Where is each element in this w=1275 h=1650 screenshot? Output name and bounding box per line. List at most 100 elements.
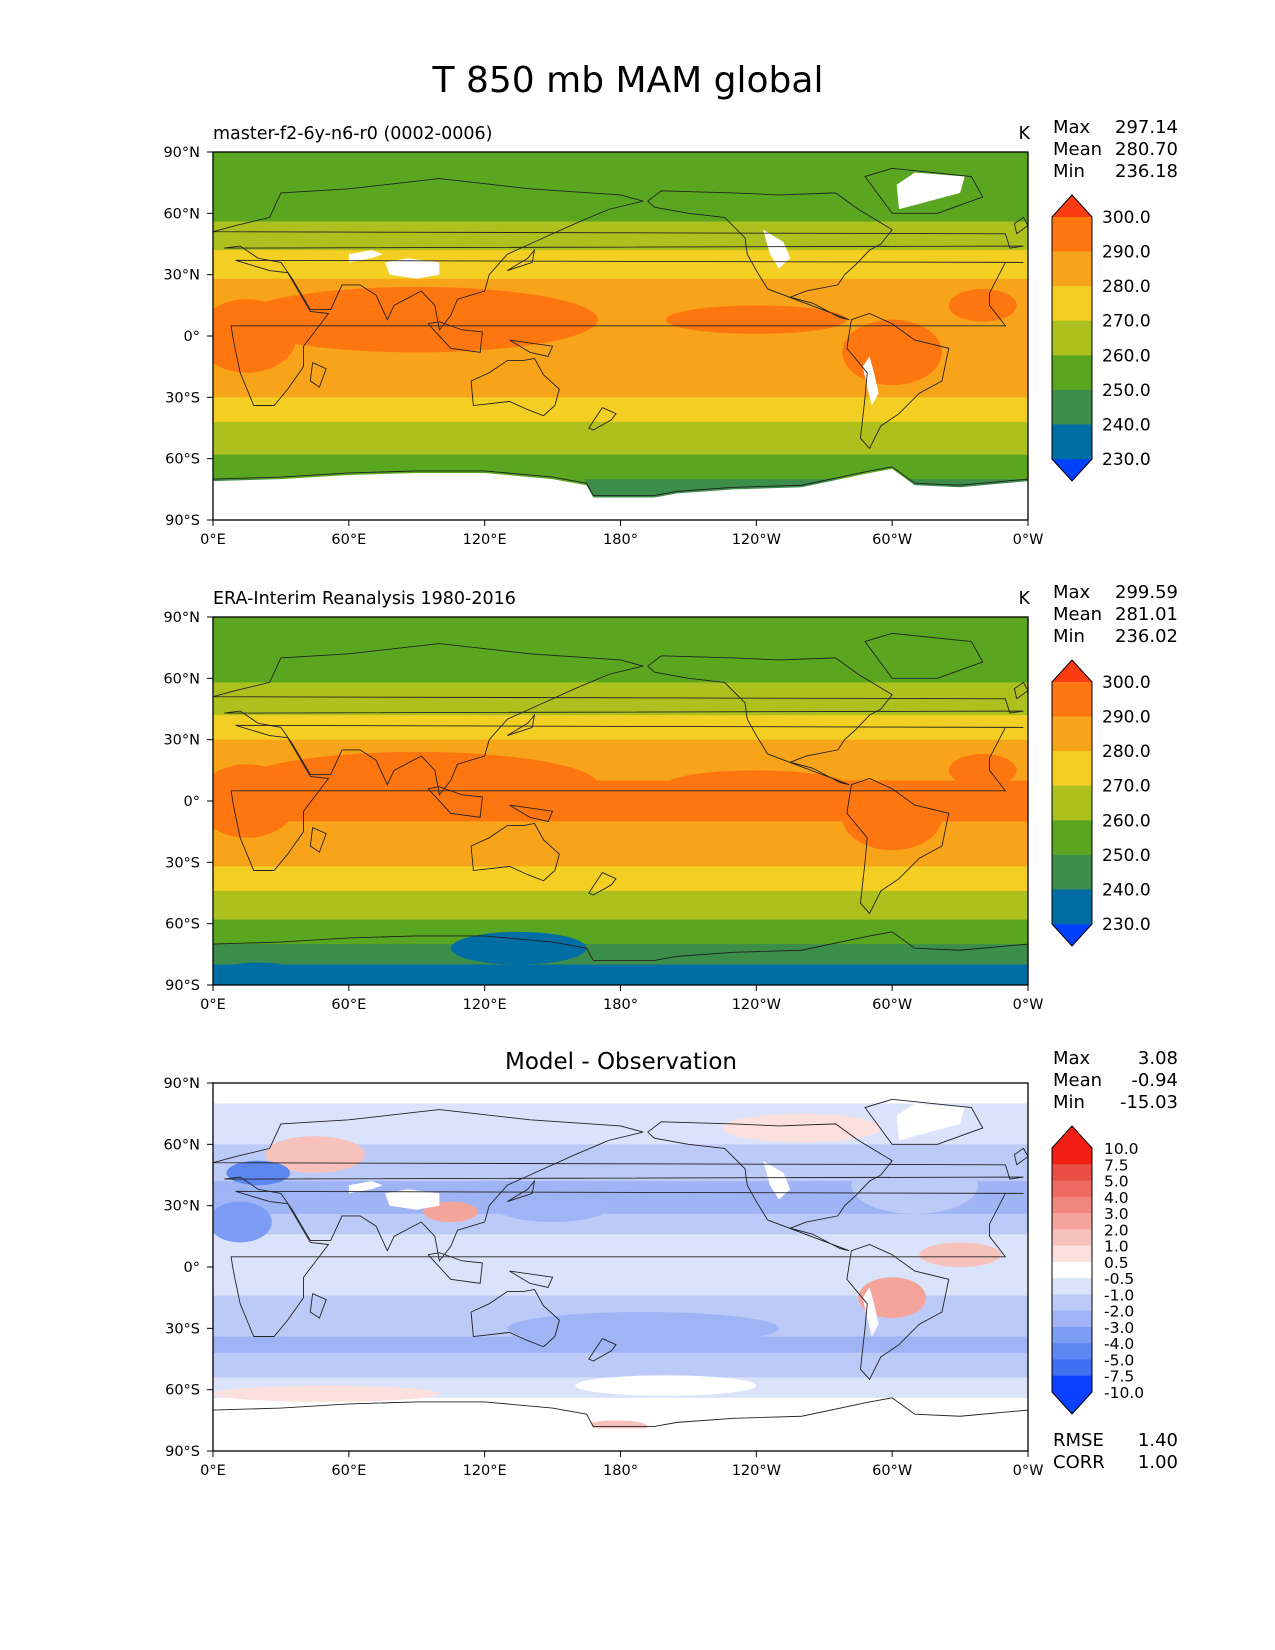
field-anomaly — [665, 770, 847, 799]
field-band — [213, 311, 1028, 317]
field-anomaly — [213, 1385, 440, 1402]
colorbar-tick-label: 300.0 — [1102, 673, 1151, 693]
field-band — [213, 303, 1028, 308]
field-band — [213, 1164, 1028, 1170]
field-band — [213, 164, 1028, 169]
field-band — [213, 1185, 1028, 1190]
field-band — [213, 837, 1028, 843]
coastline — [213, 643, 1024, 796]
field-band — [213, 160, 1028, 165]
field-band — [213, 1103, 1028, 1109]
field-band — [213, 221, 1028, 227]
field-band — [213, 229, 1028, 235]
field-anomaly — [948, 753, 1017, 787]
field-band — [213, 176, 1028, 182]
field-band — [213, 196, 1028, 202]
colorbar-tick-label: 240.0 — [1102, 880, 1151, 900]
field-band — [213, 295, 1028, 300]
coastline — [470, 357, 560, 417]
field-band — [213, 205, 1028, 210]
field-band — [213, 1181, 1028, 1186]
masked-terrain — [385, 1189, 440, 1210]
field-band — [213, 1373, 1028, 1378]
coastline — [647, 655, 893, 786]
field-band — [213, 907, 1028, 912]
field-band — [213, 850, 1028, 855]
field-band — [213, 274, 1028, 280]
field-band — [213, 633, 1028, 639]
field-band — [213, 890, 1028, 896]
colorbar-segment — [1052, 1148, 1092, 1165]
field-band — [213, 344, 1028, 349]
lat-tick-label: 90°N — [163, 1076, 200, 1092]
field-band — [213, 368, 1028, 374]
stat-mean-label: Mean — [1053, 604, 1102, 625]
coastline — [864, 632, 984, 679]
field-band — [213, 1410, 1028, 1415]
lon-tick-label: 180° — [603, 997, 638, 1013]
field-band — [213, 682, 1028, 688]
field-band — [213, 470, 1028, 476]
field-anomaly — [858, 1277, 927, 1319]
colorbar: 300.0 290.0 280.0 270.0 260.0 250.0 240.0 230.0 — [1051, 194, 1151, 482]
colorbar-tick-label: -7.5 — [1104, 1368, 1134, 1386]
field-band — [213, 625, 1028, 630]
field-band — [213, 886, 1028, 892]
colorbar-segment — [1052, 1278, 1092, 1295]
field-anomaly — [507, 1311, 779, 1345]
field-band — [213, 1348, 1028, 1354]
field-band — [213, 299, 1028, 304]
stat-min-value: -15.03 — [1120, 1092, 1178, 1113]
field-band — [213, 817, 1028, 823]
stat-mean-value: -0.94 — [1131, 1070, 1178, 1091]
field-band — [213, 376, 1028, 382]
field-band — [213, 372, 1028, 378]
field-band — [213, 250, 1028, 255]
field-band — [213, 1107, 1028, 1113]
coastline — [470, 822, 560, 882]
field-band — [213, 1234, 1028, 1239]
coastline — [1013, 681, 1028, 700]
field-anomaly — [948, 288, 1017, 322]
field-band — [213, 360, 1028, 366]
panel-observation: ERA-Interim Reanalysis 1980-2016 K Max 2… — [163, 582, 1178, 1013]
colorbar: 300.0 290.0 280.0 270.0 260.0 250.0 240.0 230.0 — [1051, 659, 1151, 947]
field-band — [213, 209, 1028, 214]
coastline — [230, 259, 1024, 406]
colorbar-extend-bottom — [1052, 459, 1092, 481]
field-band — [213, 241, 1028, 247]
colorbar-tick-label: 300.0 — [1102, 208, 1151, 228]
field-band — [213, 1111, 1028, 1117]
colorbar-outline — [1051, 659, 1093, 947]
field-anomaly — [213, 764, 297, 838]
stat-mean-label: Mean — [1053, 1070, 1102, 1091]
field-band — [213, 1193, 1028, 1199]
field-band — [213, 1356, 1028, 1362]
panel-title: Model - Observation — [505, 1049, 737, 1075]
field-band — [213, 1303, 1028, 1309]
colorbar-segment — [1052, 286, 1092, 322]
field-band — [213, 641, 1028, 647]
field-band — [213, 645, 1028, 651]
field-band — [213, 809, 1028, 814]
field-band — [213, 1365, 1028, 1370]
lon-tick-label: 60°W — [872, 532, 912, 548]
field-band — [213, 1258, 1028, 1264]
field-band — [213, 760, 1028, 765]
field-band — [213, 935, 1028, 941]
field-band — [213, 1287, 1028, 1293]
field-band — [213, 686, 1028, 692]
colorbar-tick-label: 270.0 — [1102, 777, 1151, 797]
field-band — [213, 948, 1028, 953]
field-band — [213, 833, 1028, 839]
field-band — [213, 1132, 1028, 1137]
coastline — [213, 1109, 1024, 1262]
coastline — [213, 1397, 1028, 1427]
field-band — [213, 462, 1028, 468]
coastline — [213, 178, 1024, 331]
lat-tick-label: 30°N — [163, 1199, 200, 1215]
field-band — [213, 393, 1028, 398]
field-band — [213, 1246, 1028, 1252]
colorbar-segment — [1052, 389, 1092, 425]
